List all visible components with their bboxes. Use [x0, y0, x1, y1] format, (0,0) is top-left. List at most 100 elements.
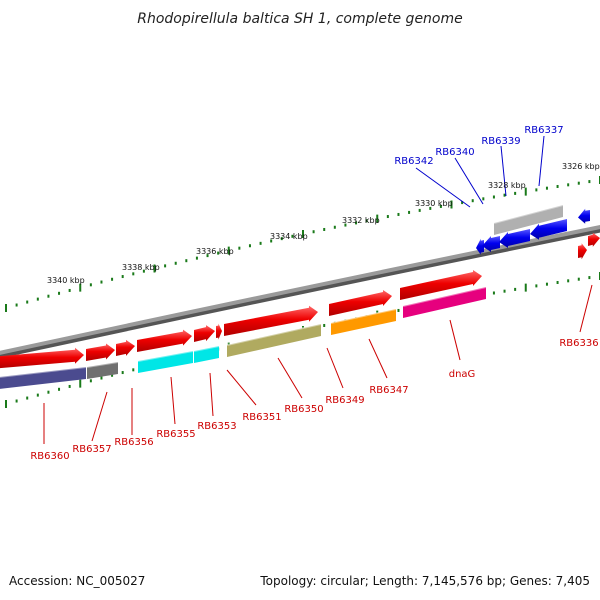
cog-box-highlight-dnag — [402, 286, 487, 307]
minor-tick — [567, 183, 570, 187]
major-tick — [524, 283, 527, 292]
accession-text: Accession: NC_005027 — [9, 574, 146, 588]
gene-arrow-edge-right — [588, 232, 600, 247]
cog-box-highlight-rb6353 — [193, 345, 220, 352]
minor-tick — [68, 384, 71, 388]
minor-tick — [365, 219, 368, 223]
minor-tick — [323, 227, 326, 231]
gene-label-rb6360[interactable]: RB6360 — [30, 451, 69, 462]
minor-tick — [185, 259, 188, 263]
minor-tick — [132, 272, 135, 276]
cog-track — [0, 204, 564, 389]
tick-labels: 3340 kbp 3338 kbp 3336 kbp 3334 kbp 3332 kbp… — [47, 162, 600, 285]
gene-arrow-rb6360 — [0, 347, 84, 369]
tick-label-3326-kbp: 3326 kbp — [562, 162, 600, 171]
leader-rb6337 — [538, 135, 545, 187]
major-tick — [524, 187, 527, 196]
minor-tick — [545, 186, 548, 190]
gene-arrow-edge-blue — [578, 208, 590, 224]
gene-label-rb6349[interactable]: RB6349 — [325, 395, 364, 406]
gene-label-dnag[interactable]: dnaG — [449, 369, 476, 380]
cog-box-rb6355 — [138, 351, 193, 373]
minor-tick — [323, 323, 326, 327]
leader-rb6350 — [277, 357, 303, 399]
minor-tick — [217, 251, 220, 255]
minor-tick — [291, 234, 294, 238]
minor-tick — [556, 184, 559, 188]
leader-rb6336 — [579, 284, 593, 333]
cog-box-rb6357 — [87, 362, 118, 379]
gene-label-rb6340[interactable]: RB6340 — [435, 147, 474, 158]
major-tick — [79, 283, 82, 292]
minor-tick — [482, 197, 485, 201]
major-tick — [376, 214, 379, 223]
major-tick — [227, 246, 230, 255]
minor-tick — [535, 284, 538, 288]
minor-tick — [333, 225, 336, 229]
minor-tick — [100, 376, 103, 380]
minor-tick — [47, 390, 50, 394]
gene-label-rb6350[interactable]: RB6350 — [284, 404, 323, 415]
gene-arrow-rb6351 — [216, 323, 222, 340]
map-title: Rhodopirellula baltica SH 1, complete ge… — [137, 11, 463, 27]
minor-tick — [142, 269, 145, 273]
minor-tick — [588, 276, 591, 280]
tick-label-3336-kbp: 3336 kbp — [196, 247, 234, 256]
leader-rb6353 — [209, 372, 214, 417]
minor-tick — [492, 195, 495, 199]
gene-label-rb6351[interactable]: RB6351 — [242, 412, 281, 423]
minor-tick — [68, 288, 71, 292]
minor-tick — [58, 291, 61, 295]
gene-label-rb6355[interactable]: RB6355 — [156, 429, 195, 440]
minor-tick — [15, 303, 18, 307]
gene-label-rb6339[interactable]: RB6339 — [481, 136, 520, 147]
minor-tick — [577, 181, 580, 185]
label-leaders — [43, 135, 593, 444]
gene-label-rb6342[interactable]: RB6342 — [394, 156, 433, 167]
gene-label-rb6336[interactable]: RB6336 — [559, 338, 598, 349]
leader-dnag — [449, 319, 461, 361]
gene-label-rb6356[interactable]: RB6356 — [114, 437, 153, 448]
gene-label-rb6337[interactable]: RB6337 — [524, 125, 563, 136]
cog-box-highlight-rb6339 — [493, 204, 564, 224]
leader-rb6357 — [91, 391, 108, 442]
minor-tick — [111, 277, 114, 281]
minor-tick — [408, 210, 411, 214]
minor-tick — [439, 204, 442, 208]
minor-tick — [344, 223, 347, 227]
leader-rb6340 — [454, 157, 484, 205]
minor-tick — [418, 208, 421, 212]
minor-tick — [121, 371, 124, 375]
minor-tick — [386, 215, 389, 219]
minor-tick — [121, 275, 124, 279]
cog-box-highlight-rb6350 — [226, 323, 322, 346]
minor-tick — [89, 283, 92, 287]
gene-label-rb6347[interactable]: RB6347 — [369, 385, 408, 396]
minor-tick — [111, 373, 114, 377]
major-tick — [5, 304, 7, 312]
minor-tick — [58, 387, 61, 391]
minor-tick — [503, 289, 506, 293]
cog-box-rb6353 — [194, 346, 219, 363]
minor-tick — [36, 297, 39, 301]
minor-tick — [248, 244, 251, 248]
minor-tick — [588, 180, 591, 184]
tick-label-3332-kbp: 3332 kbp — [342, 216, 380, 225]
gene-label-rb6353[interactable]: RB6353 — [197, 421, 236, 432]
minor-tick — [206, 254, 209, 258]
tick-label-3340-kbp: 3340 kbp — [47, 276, 85, 285]
minor-tick — [545, 282, 548, 286]
gene-label-rb6357[interactable]: RB6357 — [72, 444, 111, 455]
minor-tick — [26, 300, 29, 304]
major-tick — [302, 230, 304, 238]
genome-summary-text: Topology: circular; Length: 7,145,576 bp… — [260, 574, 590, 588]
gene-arrow-rb6340 — [482, 236, 500, 252]
cog-box-highlight-rb6347 — [330, 308, 397, 324]
minor-tick — [567, 279, 570, 283]
major-tick — [153, 264, 156, 273]
minor-tick — [514, 191, 517, 195]
gene-track — [0, 208, 600, 369]
minor-tick — [471, 199, 474, 203]
minor-tick — [397, 308, 400, 312]
